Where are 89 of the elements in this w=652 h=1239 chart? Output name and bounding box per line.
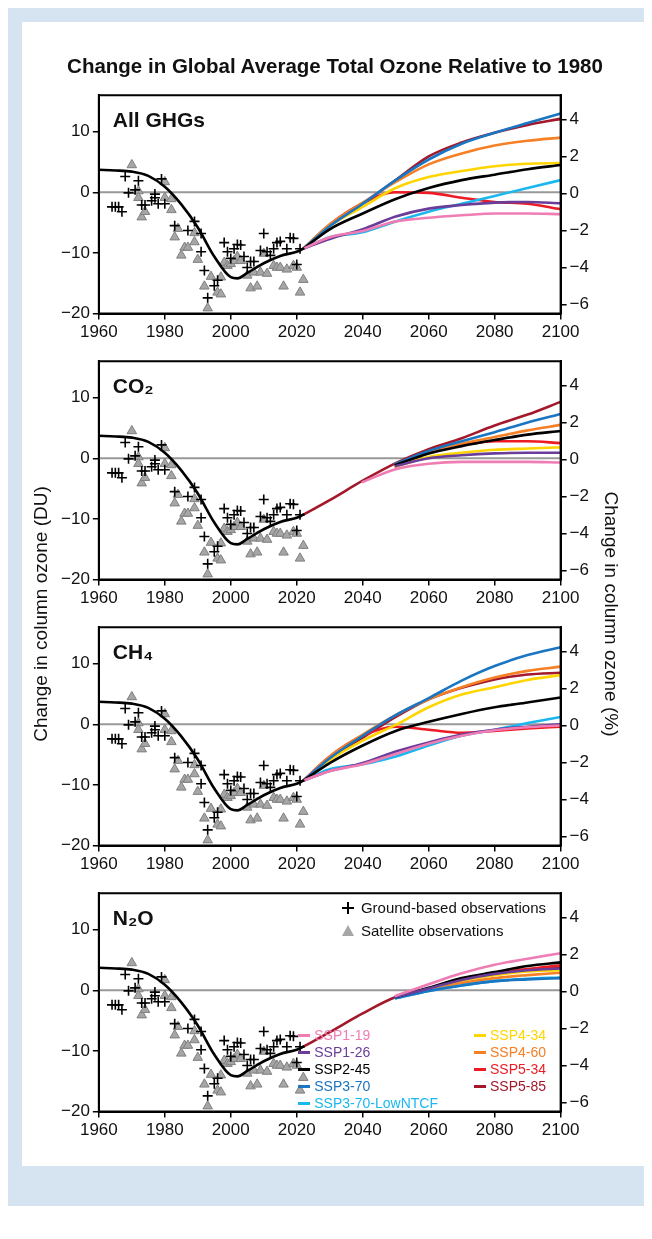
legend-label: SSP4-60 <box>489 1044 546 1061</box>
x-tick-label: 2060 <box>409 588 448 608</box>
y2-tick-label: 0 <box>569 714 580 734</box>
y2-tick-label: 0 <box>569 448 580 468</box>
x-tick-label: 2040 <box>343 588 382 608</box>
legend-label: Satellite observations <box>360 921 504 941</box>
y2-tick-label: −2 <box>569 486 590 505</box>
x-tick-label: 2040 <box>343 1120 382 1140</box>
y2-tick-label: 0 <box>569 182 580 202</box>
annotation: CO₂ <box>112 374 154 398</box>
y2-tick-label: 4 <box>569 374 580 394</box>
y2-tick-label: −4 <box>569 257 590 277</box>
x-tick-label: 2020 <box>277 854 316 874</box>
legend-label: SSP5-85 <box>489 1078 546 1095</box>
x-tick-label: 1980 <box>145 854 184 874</box>
y-tick-label: 10 <box>70 121 90 141</box>
y2-tick-label: 2 <box>569 943 580 963</box>
x-tick-label: 2100 <box>541 322 580 342</box>
x-tick-label: 2040 <box>343 322 382 342</box>
y2-tick-label: −2 <box>569 1018 590 1037</box>
y2-tick-label: 4 <box>569 640 580 660</box>
x-tick-label: 2080 <box>475 322 514 342</box>
legend-label: SSP5-34 <box>489 1061 546 1078</box>
y2-tick-label: 4 <box>569 108 580 128</box>
y-tick-label: 0 <box>80 979 90 999</box>
annotation: N₂O <box>112 906 154 930</box>
y-tick-label: −20 <box>60 835 90 855</box>
y-tick-label: −20 <box>60 1101 90 1121</box>
x-tick-label: 2080 <box>475 854 514 874</box>
y2-axis-title: Change in column ozone (%) <box>600 491 622 737</box>
y2-tick-label: −6 <box>569 826 590 846</box>
x-tick-label: 2060 <box>409 854 448 874</box>
x-tick-label: 2100 <box>541 588 580 608</box>
legend-label: SSP2-45 <box>314 1061 371 1078</box>
legend-label: SSP1-26 <box>314 1044 371 1061</box>
y-tick-label: 0 <box>80 181 90 201</box>
legend-label: SSP4-34 <box>489 1027 546 1044</box>
y-tick-label: −20 <box>60 303 90 323</box>
y2-tick-label: 2 <box>569 411 580 431</box>
y2-tick-label: −6 <box>569 294 590 314</box>
x-tick-label: 1960 <box>79 1120 118 1140</box>
y-tick-label: 0 <box>80 447 90 467</box>
x-tick-label: 1980 <box>145 588 184 608</box>
y2-tick-label: 2 <box>569 677 580 697</box>
x-tick-label: 2020 <box>277 1120 316 1140</box>
y-tick-label: −10 <box>60 508 90 528</box>
y-tick-label: −10 <box>60 1040 90 1060</box>
y-tick-label: −20 <box>60 569 90 589</box>
x-tick-label: 2100 <box>541 854 580 874</box>
y2-tick-label: −4 <box>569 1055 590 1075</box>
x-tick-label: 2000 <box>211 854 250 874</box>
legend-label: Ground-based observations <box>360 898 546 918</box>
x-tick-label: 1980 <box>145 1120 184 1140</box>
x-tick-label: 1980 <box>145 322 184 342</box>
y-axis-title: Change in column ozone (DU) <box>30 486 52 742</box>
x-tick-label: 1960 <box>79 322 118 342</box>
x-tick-label: 2080 <box>475 1120 514 1140</box>
x-tick-label: 1960 <box>79 588 118 608</box>
y-tick-label: 0 <box>80 713 90 733</box>
annotation: All GHGs <box>112 108 206 132</box>
y-tick-label: −10 <box>60 774 90 794</box>
legend-label: SSP3-70 <box>314 1078 371 1095</box>
y2-tick-label: 0 <box>569 980 580 1000</box>
y2-tick-label: 2 <box>569 145 580 165</box>
x-tick-label: 2000 <box>211 1120 250 1140</box>
x-tick-label: 2060 <box>409 1120 448 1140</box>
y-tick-label: −10 <box>60 242 90 262</box>
y2-tick-label: −6 <box>569 1092 590 1112</box>
legend-label: SSP3-70-LowNTCF <box>314 1095 438 1112</box>
x-tick-label: 2100 <box>541 1120 580 1140</box>
y2-tick-label: −6 <box>569 560 590 580</box>
x-tick-label: 2000 <box>211 322 250 342</box>
y2-tick-label: −4 <box>569 789 590 809</box>
y2-tick-label: −2 <box>569 220 590 239</box>
x-tick-label: 2080 <box>475 588 514 608</box>
y-tick-label: 10 <box>70 919 90 939</box>
x-tick-label: 2060 <box>409 322 448 342</box>
x-tick-label: 2000 <box>211 588 250 608</box>
x-tick-label: 2040 <box>343 854 382 874</box>
x-tick-label: 2020 <box>277 588 316 608</box>
y-tick-label: 10 <box>70 653 90 673</box>
y2-tick-label: −4 <box>569 523 590 543</box>
y2-tick-label: 4 <box>569 906 580 926</box>
x-tick-label: 2020 <box>277 322 316 342</box>
y2-tick-label: −2 <box>569 752 590 771</box>
chart-title: Change in Global Average Total Ozone Relative to 1980 <box>66 54 604 78</box>
y-tick-label: 10 <box>70 387 90 407</box>
x-tick-label: 1960 <box>79 854 118 874</box>
annotation: CH₄ <box>112 640 154 664</box>
